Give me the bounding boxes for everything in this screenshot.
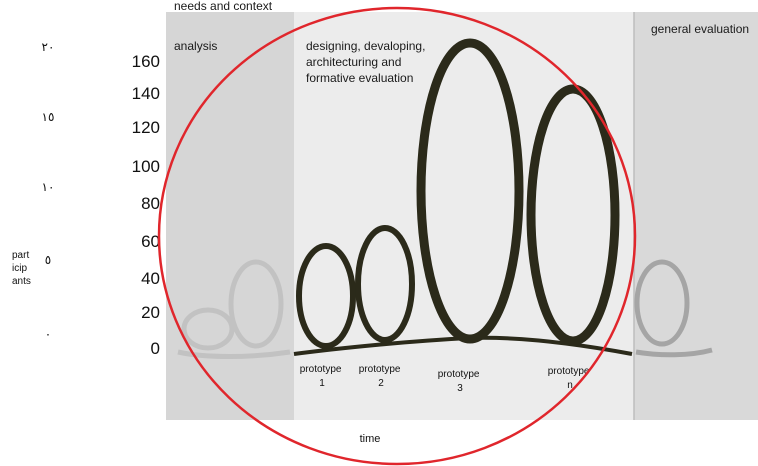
prototype-2-line2: 2 [378, 378, 384, 389]
y-axis-ticks: 160 140 120 100 80 60 40 20 0 [132, 52, 160, 358]
general-baseline [635, 347, 713, 358]
phase-needs-label: needs and context analysis [174, 0, 275, 53]
y-tick-20: 20 [141, 303, 160, 322]
y-tick-0: 0 [151, 339, 160, 358]
ylabel-line2: icip [12, 263, 27, 274]
y-tick-80: 80 [141, 194, 160, 213]
prototype-2-loop [355, 225, 415, 343]
phase-needs-line2: analysis [174, 39, 217, 53]
phase-design-line2: architecturing and [306, 55, 401, 69]
x-axis-label: time [360, 433, 381, 445]
general-evaluation-loop [634, 259, 713, 358]
prototype-3-line2: 3 [457, 383, 463, 394]
y-tick-140: 140 [132, 84, 160, 103]
prototype-n-loop [526, 84, 620, 346]
prototype-3-line1: prototype [438, 369, 480, 380]
arabic-tick-10: ١٠ [42, 180, 55, 194]
needs-analysis-loops [177, 259, 291, 359]
phase-design-label: designing, devaloping, architecturing an… [306, 39, 429, 85]
y-tick-60: 60 [141, 232, 160, 251]
ylabel-line3: ants [12, 276, 31, 287]
phase-design-line1: designing, devaloping, [306, 39, 425, 53]
prototype-n-label: prototype n [548, 366, 592, 391]
phase-general-label: general evaluation [651, 22, 749, 36]
prototype-loops [293, 38, 633, 356]
prototype-1-line2: 1 [319, 378, 325, 389]
prototype-2-line1: prototype [359, 364, 401, 375]
prototype-n-line1: prototype [548, 366, 590, 377]
phase-needs-line1: needs and context [174, 0, 273, 13]
arabic-tick-20: ٢٠ [42, 40, 55, 54]
prototype-1-line1: prototype [300, 364, 342, 375]
prototype-3-label: prototype 3 [438, 369, 482, 394]
prototype-n-line2: n [567, 380, 573, 391]
y-tick-120: 120 [132, 118, 160, 137]
y-axis-label: part icip ants [12, 250, 32, 287]
prototype-1-label: prototype 1 [300, 364, 344, 389]
prototype-2-label: prototype 2 [359, 364, 403, 389]
y-tick-160: 160 [132, 52, 160, 71]
needs-loop-large [228, 259, 284, 349]
ylabel-line1: part [12, 250, 29, 261]
arabic-tick-0: ٠ [45, 327, 51, 341]
arabic-tick-15: ١٥ [42, 110, 55, 124]
y-tick-40: 40 [141, 269, 160, 288]
needs-baseline [177, 349, 291, 359]
band-general-evaluation [634, 12, 758, 420]
prototype-3-loop [416, 38, 524, 344]
arabic-axis-ticks: ٢٠ ١٥ ١٠ ٥ ٠ [42, 40, 55, 341]
y-tick-100: 100 [132, 157, 160, 176]
arabic-tick-5: ٥ [45, 253, 51, 267]
general-loop [634, 259, 690, 347]
needs-loop-small [181, 307, 235, 351]
phase-design-line3: formative evaluation [306, 71, 413, 85]
prototype-labels: prototype 1 prototype 2 prototype 3 prot… [300, 364, 592, 394]
band-design-development [294, 12, 634, 420]
highlight-circle [157, 6, 637, 466]
prototype-1-loop [296, 243, 356, 349]
